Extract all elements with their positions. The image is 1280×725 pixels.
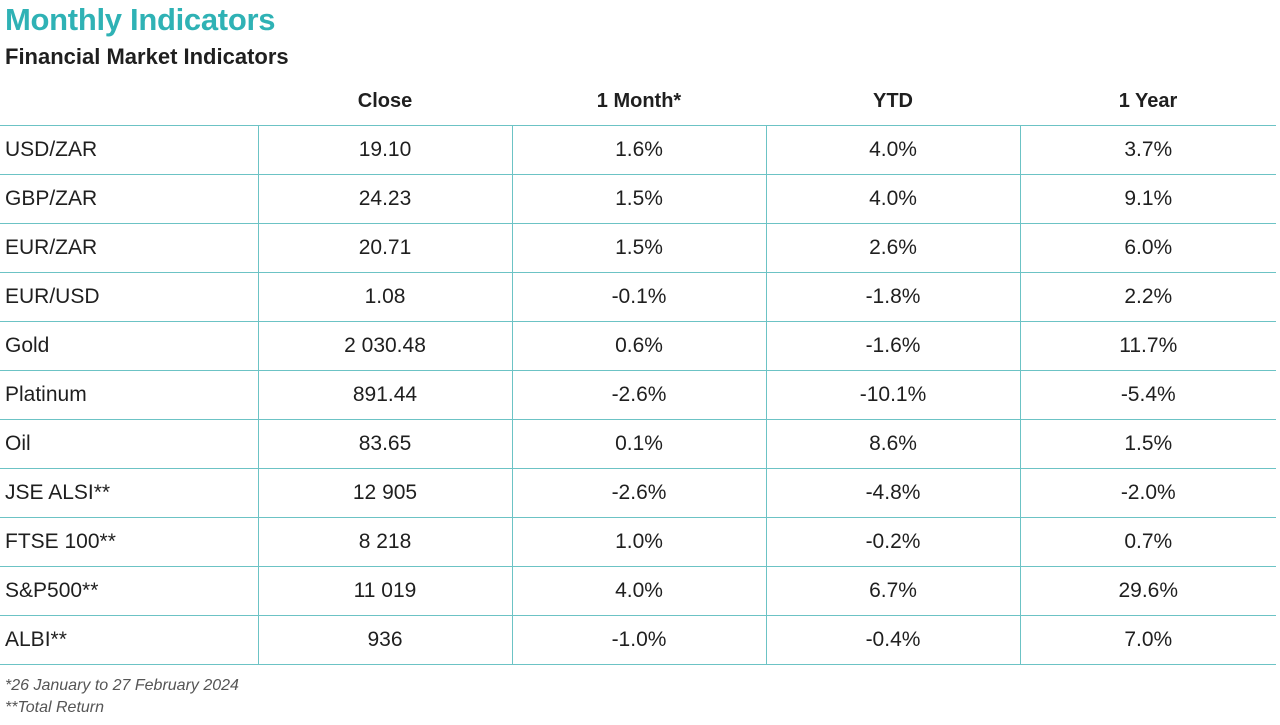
cell-one-month: -0.1% bbox=[511, 272, 766, 322]
cell-one-year: 9.1% bbox=[1019, 174, 1276, 224]
cell-close: 8 218 bbox=[257, 517, 512, 567]
footnote-total-return: **Total Return bbox=[5, 699, 105, 716]
cell-one-month: 1.5% bbox=[511, 223, 766, 273]
page-subtitle: Financial Market Indicators bbox=[5, 44, 289, 69]
cell-ytd: -4.8% bbox=[765, 468, 1020, 518]
cell-one-month: -2.6% bbox=[511, 370, 766, 420]
cell-ytd: -1.8% bbox=[765, 272, 1020, 322]
cell-close: 2 030.48 bbox=[257, 321, 512, 371]
cell-close: 20.71 bbox=[257, 223, 512, 273]
row-label: Oil bbox=[0, 419, 258, 469]
table-row: JSE ALSI** 12 905 -2.6% -4.8% -2.0% bbox=[0, 468, 1276, 518]
cell-close: 891.44 bbox=[257, 370, 512, 420]
cell-one-month: 1.5% bbox=[511, 174, 766, 224]
row-label: GBP/ZAR bbox=[0, 174, 258, 224]
row-label: Gold bbox=[0, 321, 258, 371]
cell-one-year: 3.7% bbox=[1019, 125, 1276, 175]
cell-one-year: 2.2% bbox=[1019, 272, 1276, 322]
row-label: ALBI** bbox=[0, 615, 258, 665]
cell-one-year: -2.0% bbox=[1019, 468, 1276, 518]
table-row: Platinum 891.44 -2.6% -10.1% -5.4% bbox=[0, 370, 1276, 420]
cell-ytd: -0.2% bbox=[765, 517, 1020, 567]
table-row: Gold 2 030.48 0.6% -1.6% 11.7% bbox=[0, 321, 1276, 371]
cell-one-month: 0.6% bbox=[511, 321, 766, 371]
cell-one-year: 6.0% bbox=[1019, 223, 1276, 273]
table-row: ALBI** 936 -1.0% -0.4% 7.0% bbox=[0, 615, 1276, 665]
cell-ytd: 8.6% bbox=[765, 419, 1020, 469]
cell-one-month: 1.6% bbox=[511, 125, 766, 175]
table-row: S&P500** 11 019 4.0% 6.7% 29.6% bbox=[0, 566, 1276, 616]
cell-one-year: -5.4% bbox=[1019, 370, 1276, 420]
table-row: EUR/ZAR 20.71 1.5% 2.6% 6.0% bbox=[0, 223, 1276, 273]
header-close: Close bbox=[258, 78, 512, 126]
cell-one-month: -2.6% bbox=[511, 468, 766, 518]
cell-one-year: 7.0% bbox=[1019, 615, 1276, 665]
cell-ytd: -10.1% bbox=[765, 370, 1020, 420]
cell-one-month: 1.0% bbox=[511, 517, 766, 567]
cell-one-year: 1.5% bbox=[1019, 419, 1276, 469]
cell-close: 1.08 bbox=[257, 272, 512, 322]
header-instrument bbox=[0, 78, 258, 126]
cell-close: 936 bbox=[257, 615, 512, 665]
cell-one-month: -1.0% bbox=[511, 615, 766, 665]
cell-ytd: 4.0% bbox=[765, 125, 1020, 175]
indicators-table: Close 1 Month* YTD 1 Year USD/ZAR 19.10 … bbox=[0, 78, 1276, 665]
page-title: Monthly Indicators bbox=[5, 2, 276, 37]
row-label: FTSE 100** bbox=[0, 517, 258, 567]
cell-ytd: -0.4% bbox=[765, 615, 1020, 665]
table-row: EUR/USD 1.08 -0.1% -1.8% 2.2% bbox=[0, 272, 1276, 322]
cell-one-year: 0.7% bbox=[1019, 517, 1276, 567]
cell-ytd: 4.0% bbox=[765, 174, 1020, 224]
cell-close: 83.65 bbox=[257, 419, 512, 469]
cell-close: 24.23 bbox=[257, 174, 512, 224]
row-label: EUR/USD bbox=[0, 272, 258, 322]
table-row: USD/ZAR 19.10 1.6% 4.0% 3.7% bbox=[0, 125, 1276, 175]
cell-close: 11 019 bbox=[257, 566, 512, 616]
row-label: Platinum bbox=[0, 370, 258, 420]
cell-close: 19.10 bbox=[257, 125, 512, 175]
row-label: USD/ZAR bbox=[0, 125, 258, 175]
cell-close: 12 905 bbox=[257, 468, 512, 518]
row-label: EUR/ZAR bbox=[0, 223, 258, 273]
cell-one-month: 0.1% bbox=[511, 419, 766, 469]
row-label: S&P500** bbox=[0, 566, 258, 616]
row-label: JSE ALSI** bbox=[0, 468, 258, 518]
cell-ytd: 6.7% bbox=[765, 566, 1020, 616]
cell-one-year: 29.6% bbox=[1019, 566, 1276, 616]
table-row: Oil 83.65 0.1% 8.6% 1.5% bbox=[0, 419, 1276, 469]
table-header-row: Close 1 Month* YTD 1 Year bbox=[0, 78, 1276, 126]
header-one-month: 1 Month* bbox=[512, 78, 766, 126]
cell-ytd: 2.6% bbox=[765, 223, 1020, 273]
table-row: FTSE 100** 8 218 1.0% -0.2% 0.7% bbox=[0, 517, 1276, 567]
cell-one-month: 4.0% bbox=[511, 566, 766, 616]
footnote-period: *26 January to 27 February 2024 bbox=[5, 677, 239, 694]
header-one-year: 1 Year bbox=[1020, 78, 1276, 126]
header-ytd: YTD bbox=[766, 78, 1020, 126]
cell-ytd: -1.6% bbox=[765, 321, 1020, 371]
table-row: GBP/ZAR 24.23 1.5% 4.0% 9.1% bbox=[0, 174, 1276, 224]
cell-one-year: 11.7% bbox=[1019, 321, 1276, 371]
